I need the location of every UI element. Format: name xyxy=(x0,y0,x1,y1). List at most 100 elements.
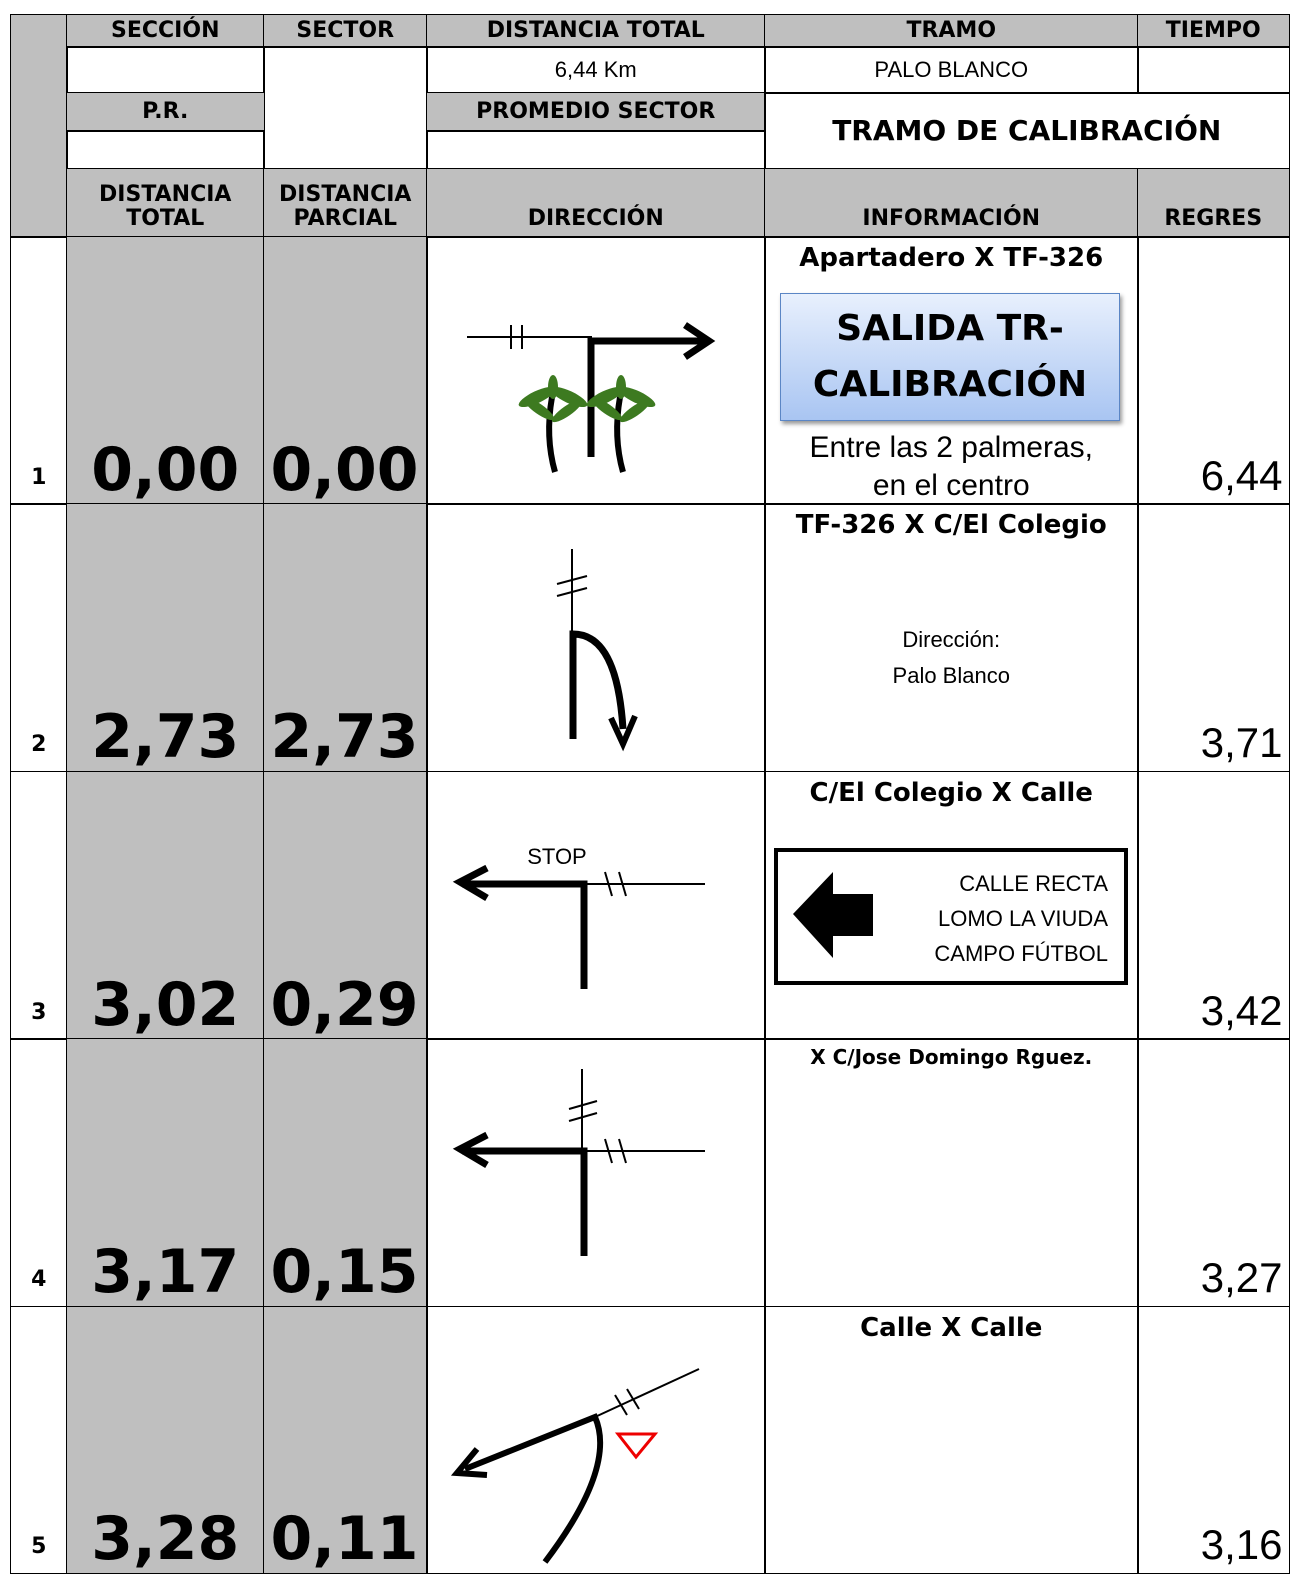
row-number: 4 xyxy=(31,1267,47,1293)
distance-total: 3,28 xyxy=(91,1504,240,1575)
header-cell: TIEMPO xyxy=(1137,14,1290,48)
distance-total: 3,17 xyxy=(91,1237,240,1308)
distance-partial: 0,00 xyxy=(270,434,419,505)
info-note-line: en el centro xyxy=(872,469,1030,502)
total-cell: 3,17 xyxy=(66,1038,265,1308)
header-cell: TRAMO xyxy=(764,14,1139,48)
col-header: TOTAL xyxy=(126,205,205,231)
distance-partial: 2,73 xyxy=(270,702,419,773)
info-cell: Apartadero X TF-326 SALIDA TR- CALIBRACIÓN… xyxy=(764,236,1139,505)
info-note: Dirección: Palo Blanco xyxy=(765,622,1138,694)
row-number: 5 xyxy=(31,1534,47,1560)
sign-line: CALLE RECTA xyxy=(959,870,1108,896)
blank-cell xyxy=(263,46,428,170)
col-header-cell: DIRECCIÓN xyxy=(426,168,766,238)
info-box-line: CALIBRACIÓN xyxy=(812,364,1088,405)
distance-partial: 0,15 xyxy=(270,1237,419,1308)
regres: 3,71 xyxy=(1200,719,1283,767)
row-number-cell: 1 xyxy=(10,236,68,505)
header-cell: SECTOR xyxy=(263,14,428,48)
total-cell: 0,00 xyxy=(66,236,265,505)
info-cell: TF-326 X C/El Colegio Dirección: Palo Blan… xyxy=(764,503,1139,773)
col-header-cell: DISTANCIA PARCIAL xyxy=(263,168,428,238)
sign-line: CAMPO FÚTBOL xyxy=(934,940,1108,966)
col-header: DISTANCIA xyxy=(99,181,232,207)
info-title: X C/Jose Domingo Rguez. xyxy=(810,1045,1093,1070)
info-cell: Calle X Calle xyxy=(764,1305,1139,1575)
info-note: Entre las 2 palmeras, en el centro xyxy=(765,429,1138,504)
info-title: Calle X Calle xyxy=(860,1312,1043,1343)
col-header: REGRES xyxy=(1164,205,1263,231)
tramo-cell: PALO BLANCO xyxy=(764,46,1139,94)
regres-cell: 6,44 xyxy=(1137,236,1290,505)
info-title: Apartadero X TF-326 xyxy=(799,243,1104,273)
pr-label: P.R. xyxy=(142,98,189,124)
partial-cell: 0,29 xyxy=(263,770,428,1040)
partial-cell: 2,73 xyxy=(263,503,428,773)
info-box: SALIDA TR- CALIBRACIÓN xyxy=(780,293,1120,421)
info-title: C/El Colegio X Calle xyxy=(809,777,1093,808)
header-label: SECTOR xyxy=(296,17,395,43)
blank-cell xyxy=(66,46,265,94)
sign-line: LOMO LA VIUDA xyxy=(938,905,1108,931)
info-cell: X C/Jose Domingo Rguez. xyxy=(764,1038,1139,1308)
row-number-cell: 5 xyxy=(10,1305,68,1575)
sign-text: CALLE RECTA LOMO LA VIUDA CAMPO FÚTBOL xyxy=(934,866,1108,971)
info-note-line: Dirección: xyxy=(902,627,1001,653)
tramo: PALO BLANCO xyxy=(874,56,1029,82)
distance-partial: 0,29 xyxy=(270,969,419,1040)
partial-cell: 0,00 xyxy=(263,236,428,505)
header-cell: DISTANCIA TOTAL xyxy=(426,14,766,48)
info-note-line: Entre las 2 palmeras, xyxy=(809,431,1093,464)
header-label: DISTANCIA TOTAL xyxy=(486,17,705,43)
info-box-line: SALIDA TR- xyxy=(836,308,1064,349)
direction-cell xyxy=(426,1305,766,1575)
direction-sign: CALLE RECTA LOMO LA VIUDA CAMPO FÚTBOL xyxy=(774,847,1128,985)
row-number-cell: 3 xyxy=(10,770,68,1040)
distance-partial: 0,11 xyxy=(270,1504,419,1575)
info-note-line: Palo Blanco xyxy=(892,663,1010,689)
direction-cell xyxy=(426,503,766,773)
distance-total: 6,44 Km xyxy=(554,56,637,82)
direction-diagram xyxy=(450,1367,700,1564)
distance-total: 2,73 xyxy=(91,702,240,773)
header-cell: SECCIÓN xyxy=(66,14,265,48)
col-header: DISTANCIA xyxy=(279,181,412,207)
blank-cell xyxy=(66,130,265,170)
regres-cell: 3,27 xyxy=(1137,1038,1290,1308)
distance-cell: 6,44 Km xyxy=(426,46,766,94)
promedio-label: PROMEDIO SECTOR xyxy=(476,98,716,124)
direction-diagram xyxy=(467,322,716,473)
direction-label: STOP xyxy=(527,844,587,869)
distance-total: 0,00 xyxy=(91,434,240,505)
direction-diagram xyxy=(452,1069,705,1257)
col-header-cell: DISTANCIA TOTAL xyxy=(66,168,265,238)
header-label: TRAMO xyxy=(906,17,997,43)
time-cell xyxy=(1137,46,1290,94)
total-cell: 3,02 xyxy=(66,770,265,1040)
total-cell: 3,28 xyxy=(66,1305,265,1575)
blank-cell xyxy=(426,130,766,170)
col-header-cell: INFORMACIÓN xyxy=(764,168,1139,238)
regres-cell: 3,42 xyxy=(1137,770,1290,1040)
header-label: TIEMPO xyxy=(1165,17,1261,43)
promedio-cell: PROMEDIO SECTOR xyxy=(426,92,766,132)
direction-cell: STOP xyxy=(426,770,766,1040)
direction-diagram xyxy=(556,549,638,752)
regres-cell: 3,16 xyxy=(1137,1305,1290,1575)
direction-cell xyxy=(426,236,766,505)
corner-cell xyxy=(10,14,68,238)
regres: 3,42 xyxy=(1200,986,1283,1034)
tramo-name: TRAMO DE CALIBRACIÓN xyxy=(832,114,1222,148)
info-title: TF-326 X C/El Colegio xyxy=(795,510,1107,541)
regres: 3,16 xyxy=(1200,1521,1283,1569)
row-number: 1 xyxy=(31,464,47,490)
row-number-cell: 2 xyxy=(10,503,68,773)
col-header: DIRECCIÓN xyxy=(527,205,664,231)
pr-cell: P.R. xyxy=(66,92,265,132)
regres-cell: 3,71 xyxy=(1137,503,1290,773)
col-header: INFORMACIÓN xyxy=(862,205,1041,231)
total-cell: 2,73 xyxy=(66,503,265,773)
row-number: 2 xyxy=(31,732,47,758)
